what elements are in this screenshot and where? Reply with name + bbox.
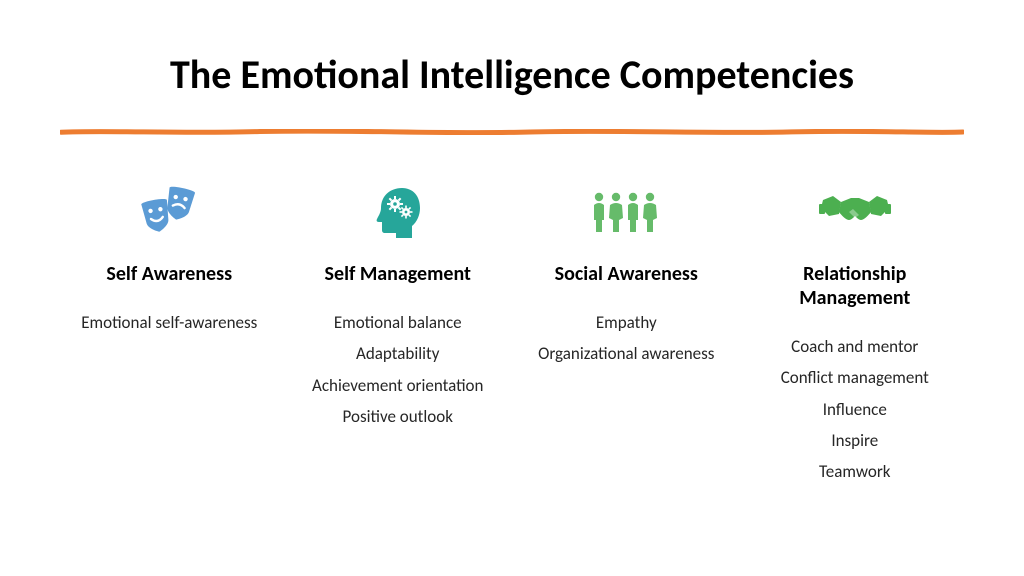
- list-item: Empathy: [538, 312, 714, 333]
- list-item: Adaptability: [312, 343, 483, 364]
- column-items: Empathy Organizational awareness: [538, 312, 714, 365]
- divider-path: [61, 131, 963, 133]
- drama-masks-icon: [137, 180, 201, 244]
- column-relationship-management: Relationship Management Coach and mentor…: [746, 180, 965, 482]
- head-gears-icon: [370, 180, 426, 244]
- list-item: Coach and mentor: [781, 336, 929, 357]
- column-self-awareness: Self Awareness Emotional self-awareness: [60, 180, 279, 482]
- list-item: Emotional balance: [312, 312, 483, 333]
- column-self-management: Self Management Emotional balance Adapta…: [289, 180, 508, 482]
- list-item: Organizational awareness: [538, 343, 714, 364]
- handshake-icon: [819, 180, 891, 244]
- list-item: Emotional self-awareness: [81, 312, 257, 333]
- columns-container: Self Awareness Emotional self-awareness: [60, 180, 964, 482]
- column-heading: Self Management: [325, 262, 471, 286]
- column-social-awareness: Social Awareness Empathy Organizational …: [517, 180, 736, 482]
- column-items: Emotional balance Adaptability Achieveme…: [312, 312, 483, 427]
- slide: The Emotional Intelligence Competencies: [0, 0, 1024, 576]
- column-heading: Relationship Management: [754, 262, 957, 310]
- people-group-icon: [590, 180, 662, 244]
- list-item: Conflict management: [781, 367, 929, 388]
- divider-line: [60, 129, 964, 135]
- column-items: Emotional self-awareness: [81, 312, 257, 333]
- list-item: Inspire: [781, 430, 929, 451]
- column-items: Coach and mentor Conflict management Inf…: [781, 336, 929, 482]
- list-item: Positive outlook: [312, 406, 483, 427]
- list-item: Teamwork: [781, 461, 929, 482]
- column-heading: Social Awareness: [555, 262, 698, 286]
- list-item: Achievement orientation: [312, 375, 483, 396]
- column-heading: Self Awareness: [106, 262, 232, 286]
- page-title: The Emotional Intelligence Competencies: [60, 50, 964, 99]
- list-item: Influence: [781, 399, 929, 420]
